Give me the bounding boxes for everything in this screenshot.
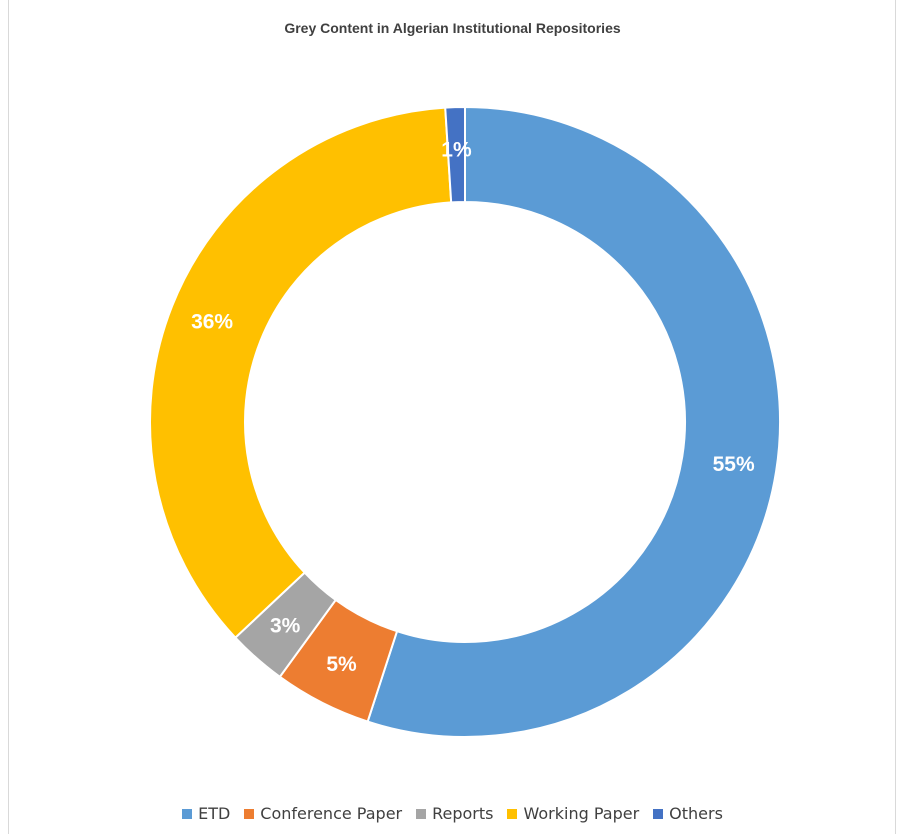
- legend-item-conference-paper: Conference Paper: [244, 804, 402, 823]
- chart-data-labels: 55% 5% 3% 36% 1%: [191, 139, 755, 676]
- legend-label: Reports: [432, 804, 494, 823]
- legend-item-others: Others: [653, 804, 723, 823]
- slice-working-paper: [149, 106, 453, 640]
- chart-legend: ETD Conference Paper Reports Working Pap…: [0, 804, 905, 823]
- legend-item-reports: Reports: [416, 804, 493, 823]
- legend-swatch: [244, 808, 255, 819]
- legend-swatch: [182, 808, 193, 819]
- data-label-reports: 3%: [270, 615, 301, 638]
- chart-slices: [149, 105, 781, 738]
- data-label-conference-paper: 5%: [326, 653, 357, 676]
- data-label-working-paper: 36%: [191, 310, 233, 333]
- data-label-others: 1%: [441, 139, 472, 162]
- slice-etd: [366, 105, 781, 738]
- data-label-etd: 55%: [713, 453, 755, 476]
- legend-item-etd: ETD: [182, 804, 230, 823]
- legend-label: Others: [669, 804, 723, 823]
- legend-swatch: [507, 808, 518, 819]
- chart-title: Grey Content in Algerian Institutional R…: [284, 20, 621, 36]
- legend-swatch: [416, 808, 427, 819]
- legend-label: Working Paper: [523, 804, 640, 823]
- legend-swatch: [653, 808, 664, 819]
- legend-label: Conference Paper: [260, 804, 403, 823]
- legend-item-working-paper: Working Paper: [507, 804, 639, 823]
- slice-others: [444, 105, 466, 204]
- legend-label: ETD: [198, 804, 231, 823]
